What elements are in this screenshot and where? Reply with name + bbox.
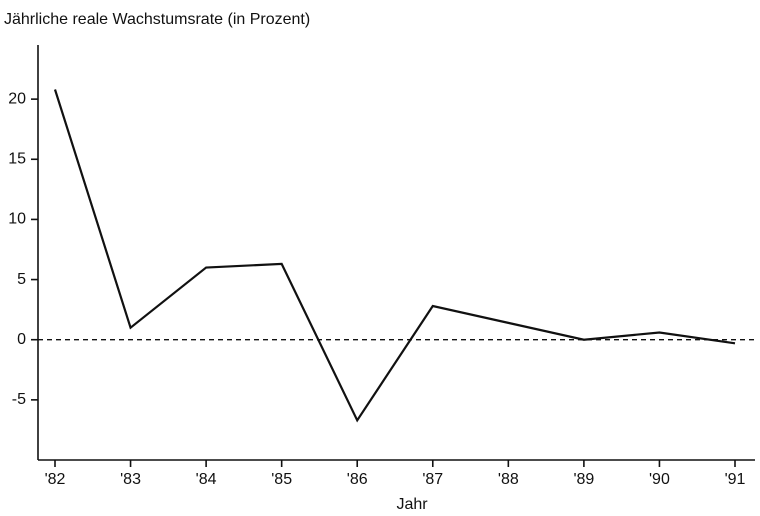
x-tick-label: '87 [422,471,443,488]
x-tick-label: '85 [271,471,292,488]
chart-title: Jährliche reale Wachstumsrate (in Prozen… [4,11,310,28]
y-tick-label: 20 [8,90,26,107]
x-tick-label: '83 [120,471,141,488]
x-tick-label: '88 [498,471,519,488]
y-tick-label: 10 [8,211,26,228]
x-tick-label: '91 [725,471,746,488]
x-tick-label: '82 [45,471,66,488]
x-tick-label: '89 [573,471,594,488]
x-axis-label: Jahr [396,496,428,513]
y-tick-label: 0 [17,331,26,348]
x-tick-label: '86 [347,471,368,488]
y-tick-label: 5 [17,271,26,288]
y-tick-label: -5 [12,391,26,408]
x-tick-label: '90 [649,471,670,488]
x-tick-label: '84 [196,471,217,488]
y-tick-label: 15 [8,150,26,167]
data-line [53,89,736,423]
